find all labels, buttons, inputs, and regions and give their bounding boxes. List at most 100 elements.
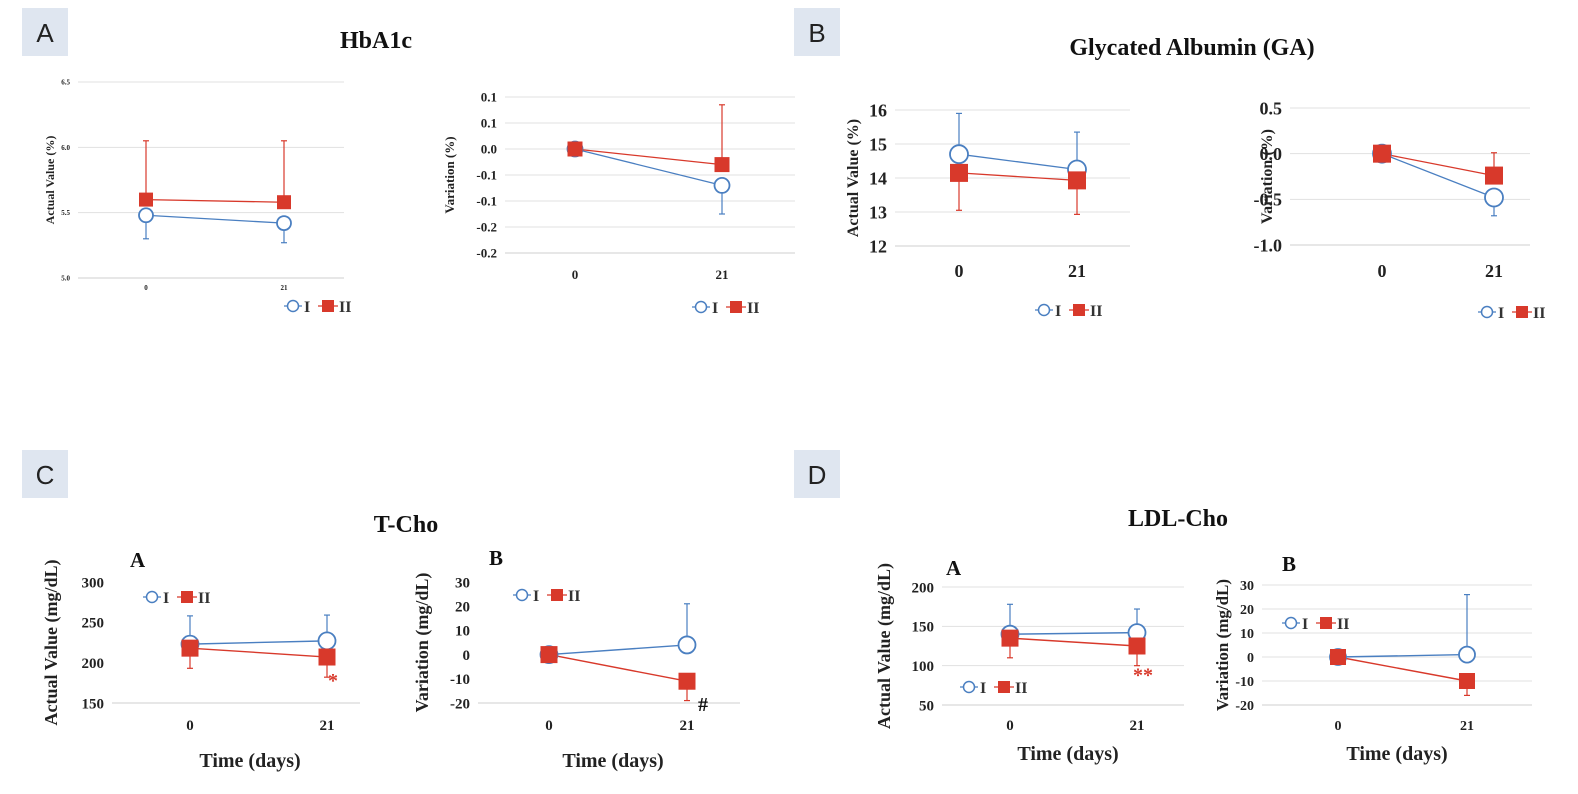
series-ii-point	[181, 639, 199, 657]
legend-series-ii-marker	[1320, 617, 1332, 629]
x-tick-label: 0	[1378, 261, 1387, 281]
panel-title-ldlcho: LDL-Cho	[1128, 506, 1228, 532]
series-i-line	[1337, 653, 1468, 658]
y-axis-label: Variation (%)	[442, 136, 457, 213]
sub-panel-label: B	[1282, 552, 1296, 576]
y-tick-label: 6.0	[61, 144, 70, 152]
series-i-line	[548, 644, 688, 656]
y-axis-label: Variation (%)	[1259, 129, 1276, 224]
series-ii-line	[1381, 153, 1495, 177]
y-tick-label: 15	[869, 134, 887, 154]
x-tick-label: 0	[1006, 718, 1014, 734]
series-ii-line	[548, 653, 688, 682]
legend-series-ii-label: II	[339, 299, 351, 316]
significance-annotation: **	[1133, 665, 1153, 687]
x-tick-label: 0	[144, 284, 148, 292]
y-axis-label: Variation (mg/dL)	[1213, 579, 1232, 711]
y-tick-label: 6.5	[61, 78, 70, 86]
series-i-point	[317, 631, 337, 651]
legend-series-ii-label: II	[568, 588, 580, 605]
y-tick-label: 14	[869, 168, 887, 188]
x-tick-label: 21	[320, 718, 335, 734]
legend: I II	[1035, 303, 1102, 320]
y-tick-label: 0	[1247, 651, 1254, 666]
panel-title-tcho: T-Cho	[374, 512, 438, 538]
legend: I II	[1282, 616, 1349, 633]
legend-series-ii-marker	[181, 591, 193, 603]
y-tick-label: 10	[1240, 627, 1254, 642]
x-axis-label: Time (days)	[1346, 743, 1447, 765]
y-axis-label: Actual Value (mg/dL)	[874, 563, 895, 729]
y-tick-label: 20	[455, 599, 470, 615]
y-tick-label: 5.5	[61, 209, 70, 217]
x-tick-label: 0	[186, 718, 194, 734]
series-ii-line	[145, 198, 285, 203]
legend-series-i-label: I	[304, 299, 310, 316]
series-ii-line	[189, 647, 328, 658]
legend-series-i-label: I	[980, 680, 986, 697]
y-tick-label: 300	[82, 575, 105, 591]
sub-panel-label: B	[489, 546, 503, 570]
chart-tcho-variation: -20 -10 0 10 20 30 0 21 Variation (mg/dL) Time (d…	[412, 546, 740, 772]
series-ii-point	[714, 157, 730, 173]
legend: I II	[143, 590, 210, 607]
y-tick-label: 30	[1240, 579, 1254, 594]
y-tick-label: -0.5	[1254, 190, 1283, 210]
series-ii-point	[1459, 673, 1475, 689]
legend-series-i-marker	[515, 588, 529, 602]
y-tick-label: -10	[1235, 675, 1254, 690]
legend-series-i-label: I	[712, 300, 718, 317]
legend-series-i-marker	[286, 299, 300, 313]
legend-series-i-marker	[694, 300, 708, 314]
panel-title-ga: Glycated Albumin (GA)	[1069, 35, 1314, 61]
legend: I II	[960, 680, 1027, 697]
panel-label-d: D	[808, 460, 827, 490]
legend-series-i-label: I	[1055, 303, 1061, 320]
y-tick-label: -0.1	[476, 168, 497, 183]
series-i-line	[1381, 153, 1495, 199]
series-i-line	[145, 214, 285, 224]
legend-series-i-marker	[962, 680, 976, 694]
x-axis-label: Time (days)	[1017, 743, 1118, 765]
chart-hba1c-variation: -0.2 -0.2 -0.1 -0.1 0.0 0.1 0.1 0 21 Variation (%…	[442, 90, 795, 317]
legend-series-i-label: I	[1302, 616, 1308, 633]
panel-label-box-b	[794, 8, 840, 56]
legend-series-ii-marker	[1516, 306, 1528, 318]
y-axis-label: Variation (mg/dL)	[412, 573, 433, 713]
panel-label-a: A	[36, 18, 54, 48]
x-tick-label: 0	[545, 718, 553, 734]
x-tick-label: 21	[1460, 719, 1474, 734]
y-tick-label: 0.1	[481, 90, 497, 105]
legend-series-i-label: I	[1498, 305, 1504, 322]
panel-title-hba1c: HbA1c	[340, 28, 412, 54]
chart-ldlcho-actual: 50 100 150 200 0 21 Actual Value (mg/dL) Time (…	[874, 556, 1184, 765]
series-i-point	[713, 176, 731, 194]
legend-series-ii-label: II	[1337, 616, 1349, 633]
legend-series-ii-marker	[730, 301, 742, 313]
legend-series-ii-label: II	[1090, 303, 1102, 320]
chart-ldlcho-variation: -20 -10 0 10 20 30 0 21 Variation (mg/dL) Time (d…	[1213, 552, 1532, 765]
x-tick-label: 21	[1068, 261, 1086, 281]
series-ii-point	[277, 195, 291, 210]
series-i-point	[276, 215, 292, 232]
series-ii-point	[139, 192, 153, 207]
legend-series-i-marker	[1037, 303, 1051, 317]
panel-label-box-c	[22, 450, 68, 498]
legend: I II	[1478, 305, 1545, 322]
y-tick-label: 16	[869, 100, 887, 120]
series-ii-point	[1373, 144, 1391, 163]
x-tick-label: 0	[572, 267, 579, 282]
y-tick-label: 0.5	[1260, 98, 1283, 118]
y-tick-label: 200	[912, 580, 935, 596]
y-tick-label: 200	[82, 656, 105, 672]
significance-annotation: *	[328, 670, 338, 692]
y-tick-label: 20	[1240, 603, 1254, 618]
y-axis-label: Actual Value (%)	[845, 119, 862, 237]
y-tick-label: -1.0	[1254, 235, 1283, 255]
y-tick-label: -10	[450, 672, 470, 688]
panel-label-b: B	[808, 18, 825, 48]
legend-series-ii-marker	[1073, 304, 1085, 316]
series-ii-point	[678, 672, 696, 690]
y-tick-label: -0.1	[476, 194, 497, 209]
